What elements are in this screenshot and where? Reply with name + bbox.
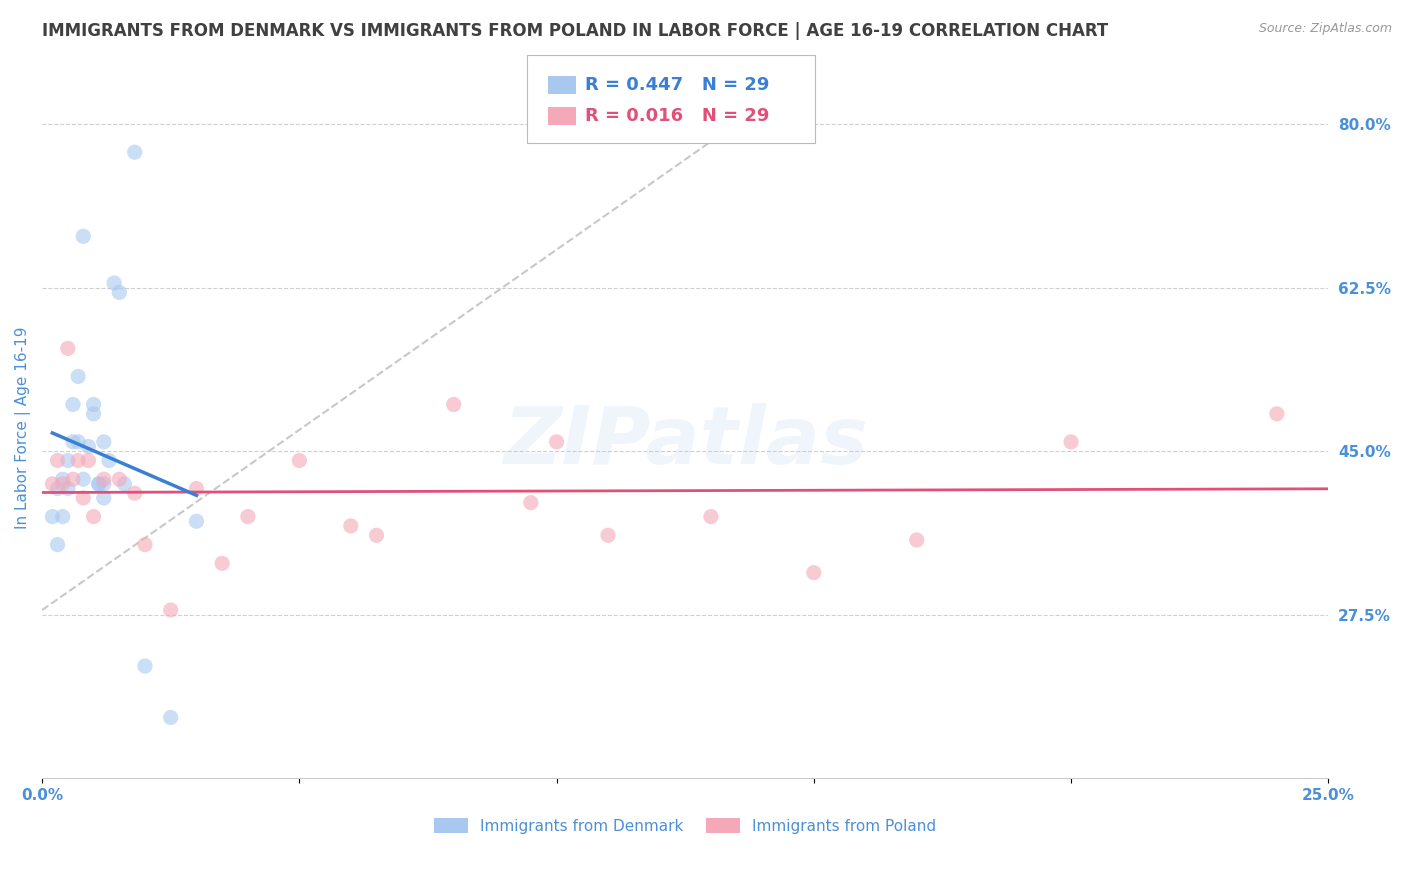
Point [98, 453, 121, 467]
Point [72, 229, 94, 244]
Point [77, 453, 100, 467]
Point [108, 285, 131, 300]
Point [159, 710, 181, 724]
Point [93, 472, 115, 486]
Point [186, 482, 208, 496]
Point [93, 491, 115, 505]
Point [124, 486, 146, 500]
Point [62, 397, 84, 411]
Point [52, 509, 75, 524]
Point [905, 533, 928, 547]
Point [62, 434, 84, 449]
Point [1265, 407, 1288, 421]
Point [46, 538, 69, 552]
Point [87, 476, 110, 491]
Point [52, 472, 75, 486]
Point [159, 603, 181, 617]
Point [236, 509, 259, 524]
Point [83, 407, 105, 421]
Point [83, 509, 105, 524]
Point [41, 476, 63, 491]
Point [87, 476, 110, 491]
Point [366, 528, 388, 542]
Point [108, 472, 131, 486]
Text: ZIPatlas: ZIPatlas [503, 403, 868, 481]
Point [56, 482, 79, 496]
Point [596, 528, 619, 542]
Point [112, 476, 135, 491]
Point [186, 514, 208, 528]
Point [803, 566, 825, 580]
Point [134, 538, 156, 552]
Text: IMMIGRANTS FROM DENMARK VS IMMIGRANTS FROM POLAND IN LABOR FORCE | AGE 16-19 COR: IMMIGRANTS FROM DENMARK VS IMMIGRANTS FR… [42, 22, 1108, 40]
Point [520, 495, 543, 509]
Point [77, 440, 100, 454]
Point [72, 472, 94, 486]
Point [700, 509, 723, 524]
Point [288, 453, 311, 467]
Point [83, 397, 105, 411]
Point [134, 659, 156, 673]
Point [72, 491, 94, 505]
Point [443, 397, 465, 411]
Y-axis label: In Labor Force | Age 16-19: In Labor Force | Age 16-19 [15, 326, 31, 529]
Point [339, 519, 361, 533]
Point [62, 472, 84, 486]
Point [52, 476, 75, 491]
Legend: Immigrants from Denmark, Immigrants from Poland: Immigrants from Denmark, Immigrants from… [434, 818, 936, 834]
Point [211, 557, 233, 571]
Point [103, 276, 125, 290]
Point [93, 434, 115, 449]
Point [93, 476, 115, 491]
Text: R = 0.447   N = 29: R = 0.447 N = 29 [585, 76, 769, 94]
Point [67, 453, 90, 467]
Point [546, 434, 568, 449]
Text: R = 0.016   N = 29: R = 0.016 N = 29 [585, 107, 769, 125]
Point [1060, 434, 1083, 449]
Point [46, 482, 69, 496]
Point [41, 509, 63, 524]
Point [56, 342, 79, 356]
Point [67, 434, 90, 449]
Point [56, 453, 79, 467]
Point [67, 369, 90, 384]
Text: Source: ZipAtlas.com: Source: ZipAtlas.com [1258, 22, 1392, 36]
Point [46, 453, 69, 467]
Point [124, 145, 146, 160]
